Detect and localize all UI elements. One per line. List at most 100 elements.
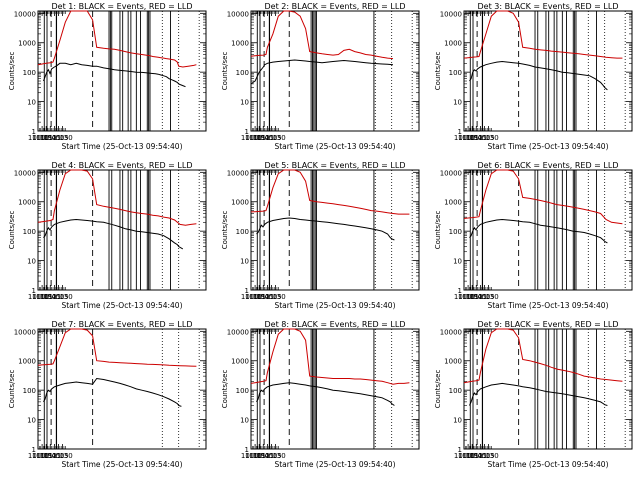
y-tick-label: 1000 [231,199,249,207]
x-tick-label: 11:00 [257,293,277,301]
x-tick-label: 10:45 [40,134,60,142]
x-tick-label: 10:45 [466,134,486,142]
x-tick-label: 10:00 [28,293,48,301]
x-tick-label: 11:30 [478,452,498,460]
x-tick-label: 11:30 [478,293,498,301]
x-axis-label: Start Time (25-Oct-13 09:54:40) [274,301,395,310]
y-tick-label: 1 [245,128,249,136]
x-tick-label: 10:15 [245,134,265,142]
y-tick-label: 10 [27,99,36,107]
x-tick-label: 10:45 [253,134,273,142]
x-tick-label: 10:45 [253,452,273,460]
plot-frame [463,328,633,450]
y-tick-label: 10000 [227,169,249,177]
y-tick-label: 1 [32,446,36,454]
x-tick-label: 10:15 [458,134,478,142]
panel-title: Det 6: BLACK = Events, RED = LLD [478,161,619,170]
y-tick-label: 10000 [14,328,36,336]
x-axis-label: Start Time (25-Oct-13 09:54:40) [274,460,395,469]
x-tick-label: 10:45 [40,452,60,460]
panel-det-1: Det 1: BLACK = Events, RED = LLD 1 10 100 10… [8,2,207,151]
panel-title: Det 9: BLACK = Events, RED = LLD [478,320,619,329]
panel-det-4: Det 4: BLACK = Events, RED = LLD 1 10 100 10… [8,161,207,310]
x-tick-label: 10:30 [249,293,269,301]
plot-frame [463,10,633,132]
lld-series-line [37,10,197,68]
y-tick-label: 10 [240,417,249,425]
y-tick-label: 1 [32,287,36,295]
y-axis-label: Counts/sec [434,370,442,409]
events-series-line [43,62,186,88]
y-tick-label: 100 [449,69,462,77]
y-tick-label: 10 [453,258,462,266]
panel-title: Det 7: BLACK = Events, RED = LLD [52,320,193,329]
y-tick-label: 1 [245,287,249,295]
x-tick-label: 10:00 [28,452,48,460]
x-tick-label: 10:45 [466,452,486,460]
y-tick-label: 1000 [231,40,249,48]
y-tick-label: 1000 [444,40,462,48]
x-tick-label: 11:15 [48,134,68,142]
x-axis-label: Start Time (25-Oct-13 09:54:40) [61,460,182,469]
x-tick-label: 10:30 [36,293,56,301]
y-tick-label: 10 [27,417,36,425]
y-axis-label: Counts/sec [434,52,442,91]
y-tick-label: 10000 [440,169,462,177]
x-tick-label: 10:15 [458,293,478,301]
y-tick-label: 10 [27,258,36,266]
x-tick-label: 11:00 [257,452,277,460]
y-tick-label: 1 [458,287,462,295]
panel-det-8: Det 8: BLACK = Events, RED = LLD 1 10 100 10… [221,320,420,469]
lld-series-line [463,10,623,59]
x-axis-label: Start Time (25-Oct-13 09:54:40) [61,142,182,151]
x-tick-label: 10:15 [458,452,478,460]
x-tick-label: 10:00 [28,134,48,142]
x-tick-label: 10:15 [32,134,52,142]
y-tick-label: 1 [458,446,462,454]
x-tick-label: 11:15 [474,452,494,460]
x-tick-label: 10:15 [32,452,52,460]
x-tick-label: 11:15 [474,293,494,301]
x-tick-label: 10:15 [32,293,52,301]
y-tick-label: 100 [236,69,249,77]
x-axis-label: Start Time (25-Oct-13 09:54:40) [487,460,608,469]
y-tick-label: 1000 [444,199,462,207]
y-tick-label: 1 [245,446,249,454]
y-tick-label: 10 [453,417,462,425]
y-tick-label: 100 [449,387,462,395]
y-tick-label: 1000 [18,199,36,207]
plot-frame [250,169,420,291]
x-tick-label: 10:00 [241,293,261,301]
x-tick-label: 11:15 [48,293,68,301]
y-tick-label: 100 [23,69,36,77]
y-axis-label: Counts/sec [8,211,16,250]
lld-series-line [250,10,394,60]
x-tick-label: 11:00 [470,293,490,301]
x-axis-label: Start Time (25-Oct-13 09:54:40) [61,301,182,310]
events-series-line [469,382,608,406]
y-tick-label: 10000 [440,328,462,336]
x-tick-label: 11:15 [261,452,281,460]
y-tick-label: 100 [23,228,36,236]
x-tick-label: 10:15 [245,452,265,460]
panel-det-3: Det 3: BLACK = Events, RED = LLD 1 10 100 10… [434,2,633,151]
lld-series-line [463,169,623,225]
x-tick-label: 11:00 [44,134,64,142]
events-series-line [43,377,182,407]
panel-title: Det 1: BLACK = Events, RED = LLD [52,2,193,11]
panel-title: Det 5: BLACK = Events, RED = LLD [265,161,406,170]
x-tick-label: 11:15 [474,134,494,142]
panel-title: Det 4: BLACK = Events, RED = LLD [52,161,193,170]
events-series-line [256,217,395,241]
y-tick-label: 10 [240,258,249,266]
x-tick-label: 11:00 [470,452,490,460]
y-tick-label: 10000 [227,10,249,18]
x-tick-label: 11:30 [265,293,285,301]
x-tick-label: 11:30 [52,293,72,301]
lld-series-line [250,169,410,215]
y-axis-label: Counts/sec [8,52,16,91]
x-tick-label: 10:30 [462,134,482,142]
plot-frame [463,169,633,291]
x-tick-label: 10:00 [241,134,261,142]
